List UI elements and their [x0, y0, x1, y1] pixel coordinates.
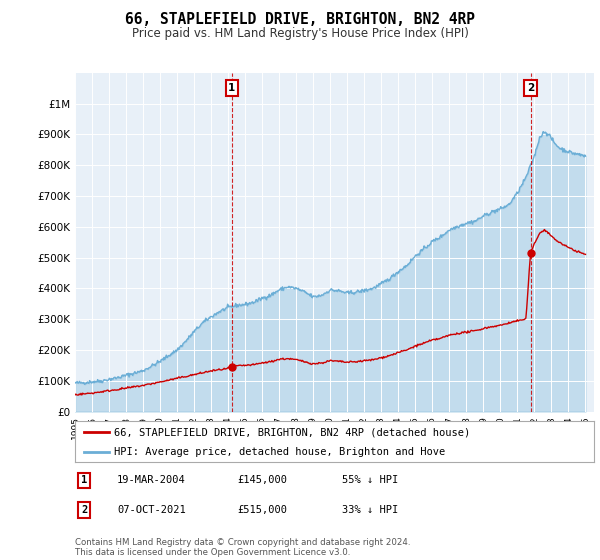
- Text: 33% ↓ HPI: 33% ↓ HPI: [342, 505, 398, 515]
- Text: Price paid vs. HM Land Registry's House Price Index (HPI): Price paid vs. HM Land Registry's House …: [131, 27, 469, 40]
- Text: 2: 2: [527, 83, 534, 93]
- Text: £145,000: £145,000: [237, 475, 287, 486]
- Text: Contains HM Land Registry data © Crown copyright and database right 2024.
This d: Contains HM Land Registry data © Crown c…: [75, 538, 410, 557]
- Text: 1: 1: [81, 475, 87, 486]
- Text: 1: 1: [228, 83, 236, 93]
- Text: HPI: Average price, detached house, Brighton and Hove: HPI: Average price, detached house, Brig…: [114, 447, 445, 457]
- Text: £515,000: £515,000: [237, 505, 287, 515]
- Text: 07-OCT-2021: 07-OCT-2021: [117, 505, 186, 515]
- Text: 55% ↓ HPI: 55% ↓ HPI: [342, 475, 398, 486]
- Text: 66, STAPLEFIELD DRIVE, BRIGHTON, BN2 4RP: 66, STAPLEFIELD DRIVE, BRIGHTON, BN2 4RP: [125, 12, 475, 27]
- Text: 19-MAR-2004: 19-MAR-2004: [117, 475, 186, 486]
- Text: 2: 2: [81, 505, 87, 515]
- Text: 66, STAPLEFIELD DRIVE, BRIGHTON, BN2 4RP (detached house): 66, STAPLEFIELD DRIVE, BRIGHTON, BN2 4RP…: [114, 427, 470, 437]
